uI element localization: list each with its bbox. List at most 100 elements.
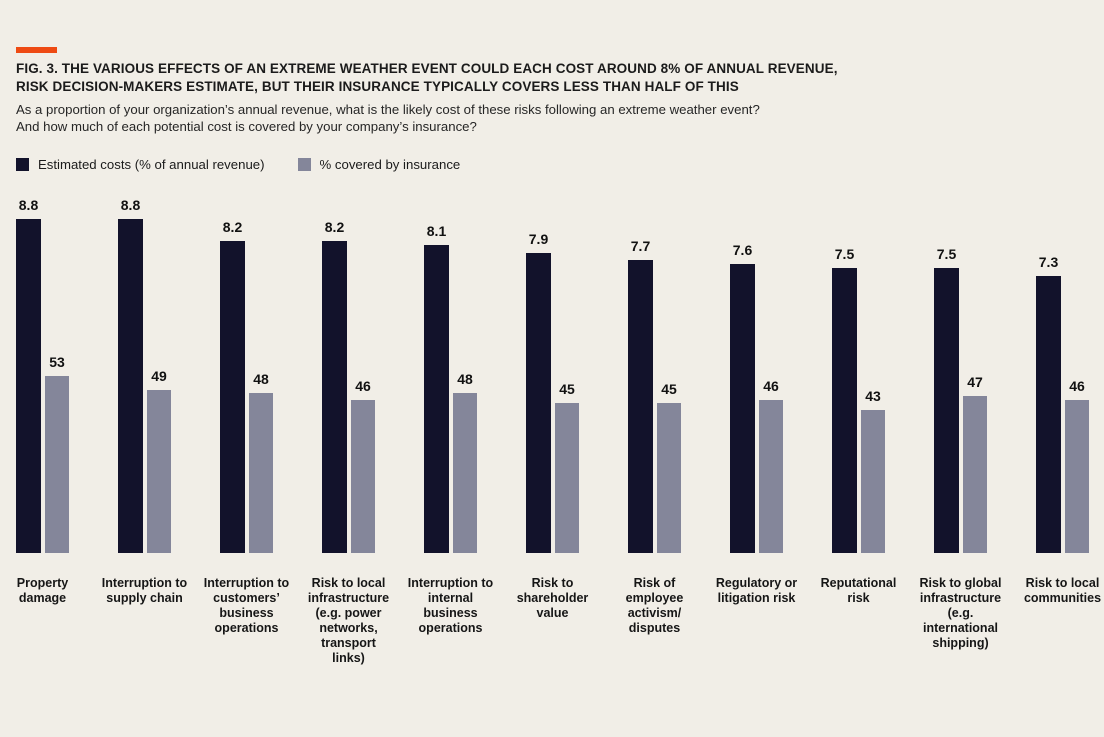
cost-bar bbox=[526, 253, 551, 553]
legend-item-estimated-costs: Estimated costs (% of annual revenue) bbox=[16, 157, 265, 172]
insurance-value-label: 48 bbox=[253, 372, 269, 387]
insurance-bar-column: 46 bbox=[1065, 379, 1089, 553]
cost-bar bbox=[730, 264, 755, 553]
cost-bar-column: 7.3 bbox=[1036, 255, 1061, 553]
figure-subtitle-line-1: As a proportion of your organization’s a… bbox=[16, 102, 760, 117]
cost-value-label: 7.5 bbox=[937, 247, 956, 262]
cost-bar-column: 7.6 bbox=[730, 243, 755, 553]
cost-bar bbox=[628, 260, 653, 553]
insurance-bar-column: 48 bbox=[249, 372, 273, 553]
cost-bar-column: 7.9 bbox=[526, 232, 551, 553]
cost-value-label: 8.1 bbox=[427, 224, 446, 239]
cost-bar bbox=[16, 219, 41, 553]
legend-item-covered-by-insurance: % covered by insurance bbox=[298, 157, 461, 172]
cost-bar bbox=[220, 241, 245, 553]
figure-subtitle: As a proportion of your organization’s a… bbox=[16, 102, 1088, 135]
insurance-value-label: 45 bbox=[661, 382, 677, 397]
bar-pair: 8.2 46 bbox=[322, 193, 375, 553]
cost-bar bbox=[424, 245, 449, 553]
cost-bar-column: 7.7 bbox=[628, 239, 653, 553]
insurance-value-label: 45 bbox=[559, 382, 575, 397]
cost-bar bbox=[934, 268, 959, 553]
insurance-bar bbox=[555, 403, 579, 553]
insurance-bar bbox=[963, 396, 987, 553]
cost-value-label: 8.8 bbox=[19, 198, 38, 213]
insurance-bar-column: 47 bbox=[963, 375, 987, 553]
insurance-bar bbox=[657, 403, 681, 553]
insurance-bar bbox=[759, 400, 783, 553]
figure-subtitle-line-2: And how much of each potential cost is c… bbox=[16, 119, 477, 134]
cost-bar bbox=[322, 241, 347, 553]
cost-value-label: 8.2 bbox=[223, 220, 242, 235]
insurance-value-label: 43 bbox=[865, 389, 881, 404]
insurance-bar bbox=[45, 376, 69, 553]
cost-value-label: 7.5 bbox=[835, 247, 854, 262]
cost-bar bbox=[118, 219, 143, 553]
cost-value-label: 7.3 bbox=[1039, 255, 1058, 270]
bar-pair: 8.8 49 bbox=[118, 193, 171, 553]
insurance-bar bbox=[861, 410, 885, 553]
insurance-bar-column: 46 bbox=[351, 379, 375, 553]
cost-value-label: 7.6 bbox=[733, 243, 752, 258]
figure-title-line-1: FIG. 3. THE VARIOUS EFFECTS OF AN EXTREM… bbox=[16, 61, 838, 76]
insurance-value-label: 48 bbox=[457, 372, 473, 387]
bar-pair: 7.9 45 bbox=[526, 193, 579, 553]
figure-title-line-2: RISK DECISION-MAKERS ESTIMATE, BUT THEIR… bbox=[16, 79, 739, 94]
insurance-value-label: 46 bbox=[1069, 379, 1085, 394]
insurance-bar bbox=[147, 390, 171, 553]
insurance-bar bbox=[351, 400, 375, 553]
estimated-costs-swatch-icon bbox=[16, 158, 29, 171]
bar-pair: 7.6 46 bbox=[730, 193, 783, 553]
insurance-value-label: 46 bbox=[355, 379, 371, 394]
cost-value-label: 8.2 bbox=[325, 220, 344, 235]
accent-dash bbox=[16, 47, 57, 53]
legend: Estimated costs (% of annual revenue) % … bbox=[16, 156, 1104, 172]
category-label: Risk to local communities bbox=[1002, 576, 1104, 606]
bar-pair: 8.8 53 bbox=[16, 193, 69, 553]
insurance-bar-column: 46 bbox=[759, 379, 783, 553]
bar-pair: 7.7 45 bbox=[628, 193, 681, 553]
cost-bar-column: 8.2 bbox=[220, 220, 245, 553]
cost-value-label: 7.9 bbox=[529, 232, 548, 247]
bar-pair: 8.2 48 bbox=[220, 193, 273, 553]
bar-pair: 7.3 46 bbox=[1036, 193, 1089, 553]
legend-label-estimated-costs: Estimated costs (% of annual revenue) bbox=[38, 157, 265, 172]
cost-bar bbox=[832, 268, 857, 553]
cost-bar bbox=[1036, 276, 1061, 553]
insurance-bar-column: 48 bbox=[453, 372, 477, 553]
insurance-bar bbox=[249, 393, 273, 553]
insurance-bar-column: 45 bbox=[657, 382, 681, 553]
figure-title: FIG. 3. THE VARIOUS EFFECTS OF AN EXTREM… bbox=[16, 60, 1088, 95]
insurance-bar bbox=[1065, 400, 1089, 553]
cost-bar-column: 7.5 bbox=[832, 247, 857, 553]
insurance-bar-column: 45 bbox=[555, 382, 579, 553]
insurance-value-label: 49 bbox=[151, 369, 167, 384]
cost-value-label: 8.8 bbox=[121, 198, 140, 213]
insurance-bar bbox=[453, 393, 477, 553]
insurance-bar-column: 43 bbox=[861, 389, 885, 553]
cost-bar-column: 8.1 bbox=[424, 224, 449, 553]
legend-label-covered-by-insurance: % covered by insurance bbox=[320, 157, 461, 172]
bar-pair: 8.1 48 bbox=[424, 193, 477, 553]
cost-bar-column: 7.5 bbox=[934, 247, 959, 553]
bar-pair: 7.5 47 bbox=[934, 193, 987, 553]
cost-value-label: 7.7 bbox=[631, 239, 650, 254]
cost-bar-column: 8.8 bbox=[118, 198, 143, 553]
covered-by-insurance-swatch-icon bbox=[298, 158, 311, 171]
insurance-bar-column: 53 bbox=[45, 355, 69, 553]
insurance-value-label: 47 bbox=[967, 375, 983, 390]
cost-bar-column: 8.2 bbox=[322, 220, 347, 553]
insurance-value-label: 46 bbox=[763, 379, 779, 394]
insurance-value-label: 53 bbox=[49, 355, 65, 370]
